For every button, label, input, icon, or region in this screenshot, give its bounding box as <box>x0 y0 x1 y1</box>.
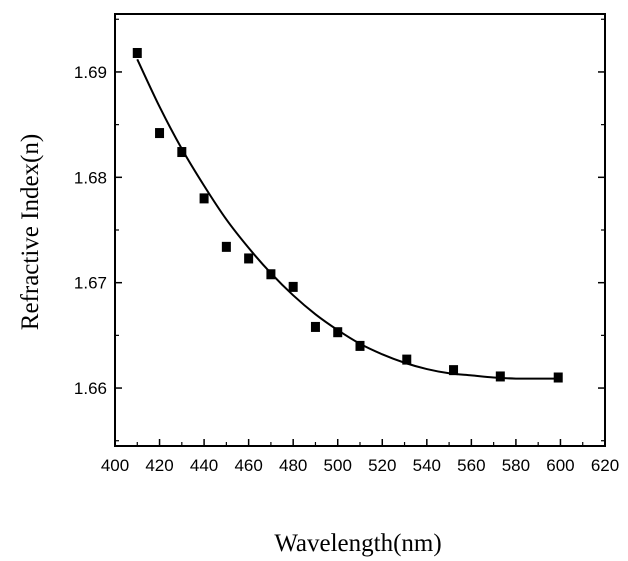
x-tick-label: 560 <box>457 456 485 475</box>
x-tick-label: 540 <box>413 456 441 475</box>
data-point <box>155 128 165 139</box>
x-tick-label: 480 <box>279 456 307 475</box>
y-tick-label: 1.69 <box>74 63 107 82</box>
data-point <box>221 241 231 252</box>
data-point <box>244 253 254 264</box>
x-tick-label: 600 <box>546 456 574 475</box>
y-axis-title: Refractive Index(n) <box>17 134 44 330</box>
x-tick-label: 460 <box>234 456 262 475</box>
x-tick-label: 620 <box>591 456 619 475</box>
y-tick-label: 1.67 <box>74 274 107 293</box>
data-point <box>177 147 187 158</box>
data-point <box>553 372 563 383</box>
x-tick-label: 500 <box>324 456 352 475</box>
y-tick-label: 1.66 <box>74 379 107 398</box>
data-point <box>449 365 459 376</box>
data-point <box>333 327 343 338</box>
y-tick-label: 1.68 <box>74 168 107 187</box>
data-point <box>402 354 412 365</box>
x-axis-ticks: 400 420 440 460 480 500 520 540 560 580 600 620 <box>101 439 619 475</box>
data-point <box>355 340 365 351</box>
x-tick-label: 420 <box>145 456 173 475</box>
data-point <box>310 321 320 332</box>
data-point <box>266 269 276 280</box>
data-point <box>288 281 298 292</box>
y-axis-ticks: 1.66 1.67 1.68 1.69 <box>74 18 605 442</box>
x-tick-label: 400 <box>101 456 129 475</box>
data-points <box>132 47 563 383</box>
x-tick-label: 440 <box>190 456 218 475</box>
data-point <box>495 371 505 382</box>
data-point <box>132 47 142 58</box>
x-tick-label: 520 <box>368 456 396 475</box>
plot-frame <box>114 13 606 447</box>
x-tick-label: 580 <box>502 456 530 475</box>
fit-curve <box>136 58 561 380</box>
data-point <box>199 193 209 204</box>
x-axis-title: Wavelength(nm) <box>274 530 441 557</box>
